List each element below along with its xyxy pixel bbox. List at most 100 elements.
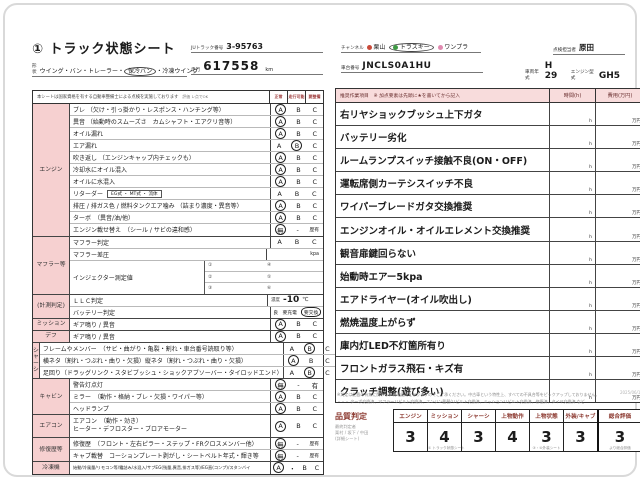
quality-column: ミッション 4 ① トラック状態シート <box>427 410 465 451</box>
injector-cell: ⑤ <box>267 274 272 280</box>
col-header-drivable: 走行可能 <box>287 91 305 103</box>
grade-option: C <box>312 392 318 401</box>
grade-option: C <box>314 463 320 472</box>
grade-option: - <box>297 380 300 389</box>
inspection-row: 冷却水にオイル混入 A B C <box>70 163 323 176</box>
channel-icon <box>393 45 399 50</box>
inspector-name: 原田 <box>578 43 594 52</box>
inspection-row: ギア鳴り / 異音 A B C <box>70 318 323 330</box>
grade-option: B <box>296 201 301 210</box>
selected-grade: 要交換 <box>301 307 321 318</box>
grade-option: C <box>325 344 330 353</box>
inspection-row: ヘッドランプ A B C <box>70 402 323 415</box>
selected-grade: 無 <box>274 438 286 450</box>
row-label: ギア鳴り / 異音 <box>73 321 115 329</box>
quality-column-header: シャーシ <box>462 410 495 423</box>
cost-cell: 万円 <box>595 218 640 241</box>
shape-option: 保冷バン <box>124 67 157 76</box>
selected-grade: 無 <box>274 224 286 236</box>
inspection-row: 警告灯点灯 無 - 有 <box>70 379 323 391</box>
grade-option: 歴有 <box>309 228 320 234</box>
shape-option: 冷凍ウイング <box>162 68 199 75</box>
footnote-date: 2025/06/18 <box>619 390 640 395</box>
cost-unit: 万円 <box>632 396 640 402</box>
grade-option: B <box>308 356 314 365</box>
grade-option: C <box>312 332 318 341</box>
quality-title: 品質判定 <box>335 412 367 421</box>
time-cell: h <box>549 357 595 380</box>
selected-grade: A <box>275 391 287 403</box>
selected-grade: A <box>275 176 287 188</box>
selected-grade: 無 <box>274 450 286 462</box>
inspection-row: オイル漏れ A B C <box>70 127 323 140</box>
time-unit: h <box>589 326 592 332</box>
cost-unit: 万円 <box>632 257 640 263</box>
work-row: 運転席側カーテシスイッチ不良 h 万円 <box>336 171 640 195</box>
inspection-section: エンジン ブレ （欠け・引っ掛かり・レスポンス・ハンチング等） A B C 異音 （始動時… <box>33 104 323 236</box>
selected-grade: B <box>291 140 303 152</box>
quality-column: 外装/キャブ 3 <box>563 410 597 451</box>
inspection-row: ＬＬＣ判定 濃度 -10 ℃ <box>70 294 323 306</box>
work-item-text: 始動時エアー5kpa <box>340 271 423 283</box>
grade-option: 有 <box>311 381 319 390</box>
selected-grade: A <box>275 116 287 128</box>
quality-score: 3 ③・④外装シート <box>530 423 563 451</box>
grade-option: B <box>296 404 301 413</box>
page-title: ① トラック状態シート <box>32 42 176 57</box>
grade-option: C <box>312 129 318 138</box>
year-label: 車両年式 <box>525 70 539 81</box>
time-cell: h <box>549 149 595 172</box>
inspection-section: 冷凍機 始動/冷風量/リモコン等/霜詰み/水混入/サブEG(残量,異音,排ガス等)… <box>33 461 323 474</box>
grade-option: B <box>296 422 301 431</box>
col-header-normal: 正常 <box>269 91 287 103</box>
grade-option: C <box>312 141 318 150</box>
selected-grade: A <box>275 420 287 432</box>
inspection-row: ブレ （欠け・引っ掛かり・レスポンス・ハンチング等） A B C <box>70 104 323 116</box>
grade-option: B <box>302 463 307 472</box>
mileage-unit: km <box>265 67 274 73</box>
grade-option: B <box>294 238 300 247</box>
section-label: マフラー等 <box>33 236 70 294</box>
work-item-text: クラッチ調整(遊び多い) <box>340 387 444 399</box>
recommended-work-table: 推奨作業項目 ※ 加点要素は先頭に★を書いてから記入 時間(h) 費用(万円) … <box>335 88 640 404</box>
work-row: バッテリー劣化 h 万円 <box>336 125 640 149</box>
inspection-row: バッテリー判定 良要充電 要交換 <box>70 305 323 318</box>
row-label: ミラー （動作・格納・ブレ・欠損・ワイパー等） <box>73 394 208 402</box>
work-item-text: フロントガラス飛石・キズ有 <box>340 364 464 376</box>
inspection-row: エア漏れ A B C <box>70 139 323 152</box>
inspection-row: マフラー判定 A B C <box>70 236 323 248</box>
work-row: 燃焼温度上がらず h 万円 <box>336 309 640 333</box>
quality-column-header: ミッション <box>428 410 461 423</box>
mileage-value: 617558 <box>203 59 260 73</box>
work-row: 右リヤショックブッシュ上下ガタ h 万円 <box>336 103 640 126</box>
inspection-row: 足回り（ドラッグリンク・スタビブッシュ・ショックアブソーバー・タイロッドエンド）… <box>39 366 336 379</box>
quality-column-header: 外装/キャブ <box>564 410 597 423</box>
time-cell: h <box>549 310 595 333</box>
injector-cell: ⑥ <box>267 286 272 292</box>
col-header-needs-service: 要整備 <box>305 91 323 103</box>
grade-option: A <box>277 189 282 198</box>
cost-unit: 万円 <box>632 211 640 217</box>
cost-unit: 万円 <box>632 280 640 286</box>
grade-option: C <box>312 422 318 431</box>
cost-cell: 万円 <box>595 241 640 264</box>
time-cell: h <box>549 126 595 149</box>
inspection-row: フレームやメンバー （サビ・曲がり・亀裂・割れ・車台番号読取り等） A B C <box>40 342 336 355</box>
cost-cell: 万円 <box>595 333 640 357</box>
row-label: キャブ載替 コーションプレート剥がし・シートベルト年式・輝き等 <box>73 453 259 461</box>
work-item-text: 右リヤショックブッシュ上下ガタ <box>340 110 483 122</box>
vin-value: JNCLS0A1HU <box>362 61 432 71</box>
work-item-text: 運転席側カーテシスイッチ不良 <box>340 179 474 191</box>
cost-unit: 万円 <box>632 142 640 148</box>
section-label: (計測判定) <box>33 294 70 318</box>
work-row: クラッチ調整(遊び多い) h 万円 <box>336 379 640 403</box>
selected-grade: A <box>275 212 287 224</box>
selected-grade: A <box>275 403 287 415</box>
row-label: リターダー EG式 ・ MT式 ・ 流体 <box>70 188 270 199</box>
time-unit: h <box>589 396 592 402</box>
grade-option: B <box>296 320 301 329</box>
